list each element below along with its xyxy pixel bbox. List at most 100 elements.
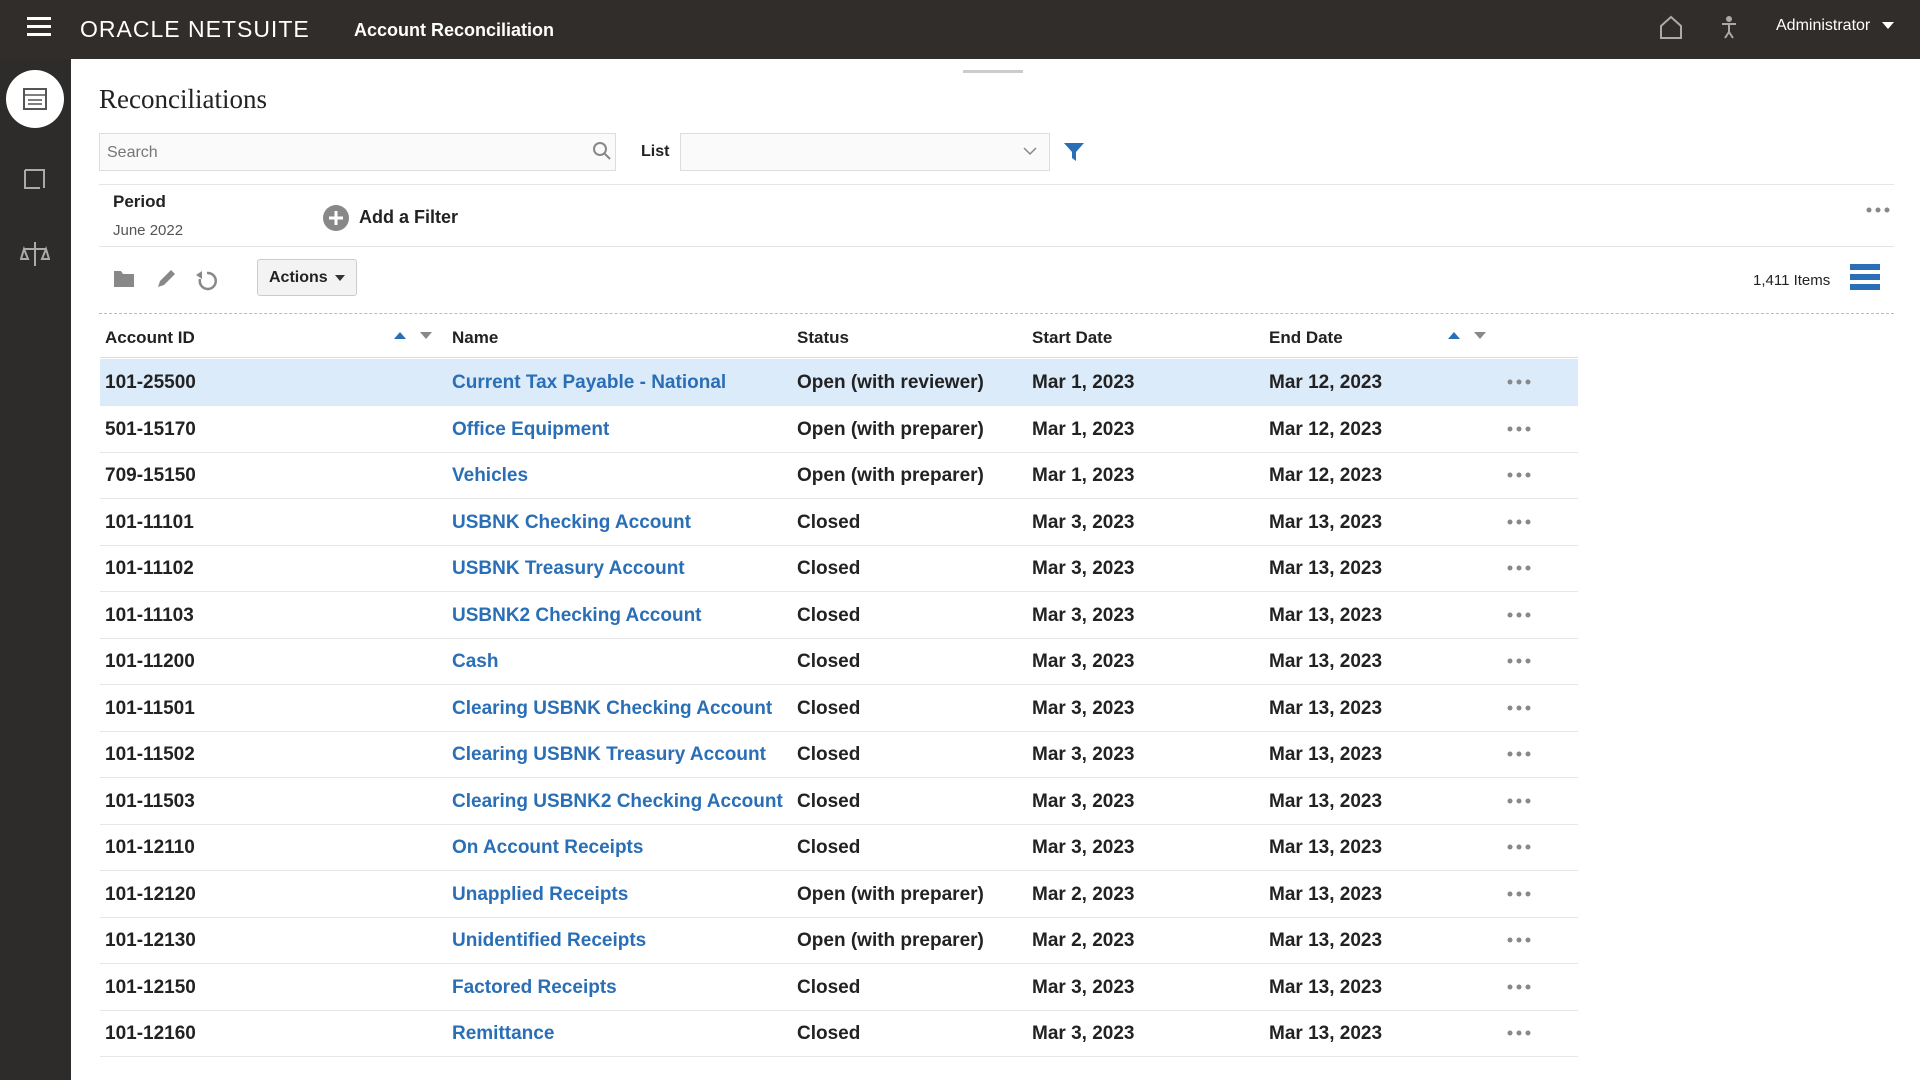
account-name[interactable]: USBNK Checking Account — [452, 511, 691, 533]
add-filter-icon[interactable] — [322, 204, 350, 232]
account-name[interactable]: On Account Receipts — [452, 837, 644, 858]
account-id: 101-11103 — [105, 604, 194, 626]
end-date: Mar 13, 2023 — [1269, 511, 1383, 533]
row-menu[interactable] — [1507, 891, 1531, 897]
row-menu[interactable] — [1507, 984, 1531, 990]
account-id: 101-12160 — [105, 1023, 196, 1044]
search-icon[interactable] — [592, 141, 612, 161]
view-toggle[interactable] — [1850, 264, 1880, 292]
account-name[interactable]: Clearing USBNK Treasury Account — [452, 744, 766, 765]
account-name[interactable]: USBNK Treasury Account — [452, 558, 685, 579]
search-placeholder: Search — [107, 144, 158, 161]
accessibility-icon[interactable] — [1718, 14, 1740, 40]
nav-reconciliations[interactable] — [6, 70, 64, 128]
table-row[interactable]: 101-12120 Unapplied Receipts Open (with pr… — [100, 871, 1578, 918]
column-header[interactable]: Name — [452, 328, 499, 347]
account-name[interactable]: Unapplied Receipts — [452, 883, 629, 905]
start-date: Mar 3, 2023 — [1032, 604, 1135, 626]
start-date: Mar 1, 2023 — [1032, 372, 1135, 393]
sort-end-date[interactable] — [1447, 329, 1489, 341]
start-date: Mar 3, 2023 — [1032, 558, 1135, 579]
account-id: 501-15170 — [105, 418, 196, 440]
user-menu[interactable]: Administrator — [1776, 17, 1871, 34]
table-row[interactable]: 101-11102 USBNK Treasury Account Closed Mar… — [100, 545, 1578, 592]
sort-account-id[interactable] — [393, 329, 435, 341]
status: Closed — [797, 744, 861, 765]
account-id: 101-11101 — [105, 511, 194, 533]
account-name[interactable]: Clearing USBNK Checking Account — [452, 697, 773, 719]
column-header[interactable]: End Date — [1269, 328, 1343, 347]
top-bar: ORACLE NETSUITE Account Reconciliation A… — [0, 0, 1920, 59]
nav-balances[interactable] — [20, 239, 50, 269]
column-header[interactable]: Status — [797, 328, 849, 347]
table-row[interactable]: 101-12160 Remittance Closed Mar 3, 2023 Mar … — [100, 1010, 1578, 1057]
row-menu[interactable] — [1507, 658, 1531, 664]
table-row[interactable]: 101-11503 Clearing USBNK2 Checking Accoun… — [100, 778, 1578, 825]
start-date: Mar 3, 2023 — [1032, 976, 1135, 998]
table-row[interactable]: 101-12110 On Account Receipts Closed Mar 3,… — [100, 824, 1578, 871]
row-menu[interactable] — [1507, 426, 1531, 432]
table-row[interactable]: 101-12150 Factored Receipts Closed Mar 3, 2… — [100, 964, 1578, 1011]
row-menu[interactable] — [1507, 519, 1531, 525]
account-id: 101-12110 — [105, 837, 195, 858]
row-menu[interactable] — [1507, 937, 1531, 943]
home-icon[interactable] — [1658, 14, 1684, 40]
row-menu[interactable] — [1507, 1030, 1531, 1036]
row-menu[interactable] — [1507, 751, 1531, 757]
account-name[interactable]: Clearing USBNK2 Checking Account — [452, 790, 783, 812]
row-menu[interactable] — [1507, 705, 1531, 711]
account-name[interactable]: USBNK2 Checking Account — [452, 604, 702, 626]
divider — [99, 246, 1894, 247]
row-menu[interactable] — [1507, 472, 1531, 478]
row-menu[interactable] — [1507, 798, 1531, 804]
account-name[interactable]: Cash — [452, 651, 499, 672]
list-select[interactable] — [680, 133, 1050, 171]
table-row[interactable]: 101-11101 USBNK Checking Account Closed Mar… — [100, 499, 1578, 546]
side-nav — [0, 59, 71, 1080]
table-row[interactable]: 501-15170 Office Equipment Open (with prep… — [100, 406, 1578, 453]
account-id: 101-11200 — [105, 651, 195, 672]
table-row[interactable]: 101-11502 Clearing USBNK Treasury Account… — [100, 731, 1578, 778]
add-filter[interactable]: Add a Filter — [359, 207, 459, 227]
row-menu[interactable] — [1507, 379, 1531, 385]
period-label: Period — [113, 192, 166, 211]
table-row[interactable]: 101-11103 USBNK2 Checking Account Closed Ma… — [100, 592, 1578, 639]
status: Open (with preparer) — [797, 930, 984, 951]
status: Open (with preparer) — [797, 465, 984, 486]
more-options[interactable] — [1866, 207, 1890, 213]
divider — [99, 184, 1894, 185]
column-header[interactable]: Start Date — [1032, 328, 1113, 347]
account-id: 101-11501 — [105, 697, 195, 719]
row-menu[interactable] — [1507, 565, 1531, 571]
end-date: Mar 13, 2023 — [1269, 558, 1383, 579]
drag-handle[interactable] — [963, 70, 1023, 73]
column-header[interactable]: Account ID — [105, 328, 195, 347]
table-row[interactable]: 709-15150 Vehicles Open (with preparer) Mar… — [100, 452, 1578, 499]
actions-button[interactable]: Actions — [257, 259, 357, 296]
table-row[interactable]: 101-11200 Cash Closed Mar 3, 2023 Mar 13, 20… — [100, 638, 1578, 685]
row-menu[interactable] — [1507, 844, 1531, 850]
account-name[interactable]: Office Equipment — [452, 418, 610, 440]
status: Closed — [797, 558, 861, 579]
status: Closed — [797, 790, 861, 812]
account-name[interactable]: Remittance — [452, 1023, 555, 1044]
toolbar-icons[interactable] — [112, 267, 222, 291]
end-date: Mar 12, 2023 — [1269, 465, 1383, 486]
filter-icon[interactable] — [1064, 143, 1084, 161]
row-menu[interactable] — [1507, 612, 1531, 618]
period-value[interactable]: June 2022 — [113, 222, 184, 239]
table-row[interactable]: 101-12130 Unidentified Receipts Open (with… — [100, 917, 1578, 964]
status: Closed — [797, 511, 861, 533]
search-box[interactable]: Search — [99, 133, 616, 171]
nav-matching[interactable] — [20, 162, 50, 192]
account-name[interactable]: Vehicles — [452, 465, 529, 486]
account-name[interactable]: Unidentified Receipts — [452, 930, 647, 951]
account-name[interactable]: Current Tax Payable - National — [452, 372, 727, 393]
table-row[interactable]: 101-25500 Current Tax Payable - National O… — [100, 359, 1578, 406]
start-date: Mar 2, 2023 — [1032, 883, 1135, 905]
table-row[interactable]: 101-11501 Clearing USBNK Checking Account… — [100, 685, 1578, 732]
divider — [99, 313, 1894, 314]
account-name[interactable]: Factored Receipts — [452, 976, 617, 998]
menu-button[interactable] — [27, 16, 51, 38]
